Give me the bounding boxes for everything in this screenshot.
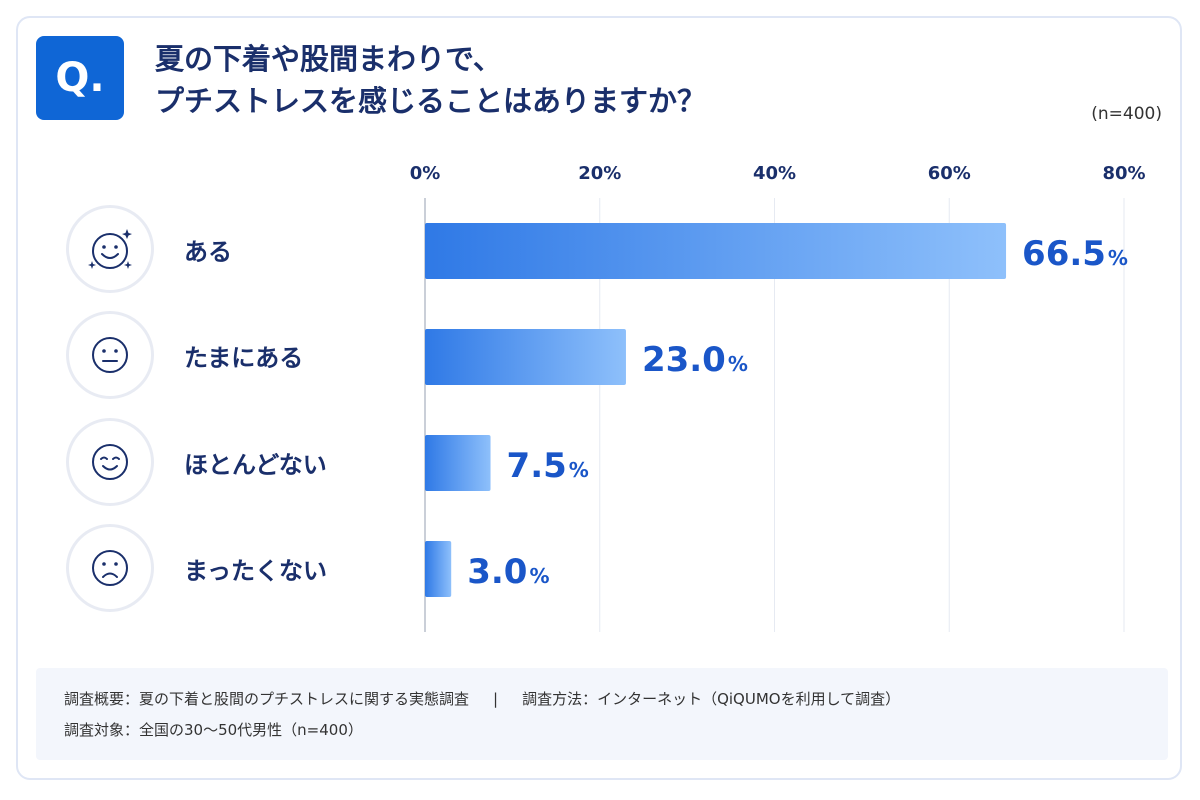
survey-card	[16, 16, 1182, 780]
neutral-face-icon	[66, 311, 154, 399]
note-separator: |	[493, 690, 499, 708]
category-label-1: たまにある	[184, 344, 304, 372]
smile-face-icon	[66, 418, 154, 506]
bar-2	[425, 435, 491, 491]
tick-label-40: 40%	[753, 163, 796, 184]
category-label-0: ある	[184, 238, 232, 266]
bar-1	[425, 329, 626, 385]
question-line-2: プチストレスを感じることはありますか？	[155, 84, 707, 118]
tick-label-80: 80%	[1102, 163, 1145, 184]
value-label-1: 23.0%	[642, 340, 748, 380]
sad-face-icon	[66, 524, 154, 612]
bar-3	[425, 541, 452, 597]
tick-label-60: 60%	[928, 163, 971, 184]
smile-sparkle-icon	[66, 205, 154, 293]
tick-label-20: 20%	[578, 163, 621, 184]
value-label-3: 3.0%	[467, 552, 549, 592]
survey-overview: 調査概要：夏の下着と股間のプチストレスに関する実態調査	[64, 690, 470, 708]
survey-notes: 調査概要：夏の下着と股間のプチストレスに関する実態調査 | 調査方法：インターネット…	[36, 668, 1168, 760]
survey-target: 調査対象：全国の30〜50代男性（n=400）	[64, 721, 363, 739]
question-title: 夏の下着や股間まわりで、 プチストレスを感じることはありますか？	[155, 38, 706, 122]
question-badge: Q.	[36, 36, 124, 120]
sample-size: (n=400)	[1091, 104, 1162, 124]
category-label-2: ほとんどない	[184, 451, 327, 479]
value-label-0: 66.5%	[1022, 234, 1128, 274]
value-label-2: 7.5%	[507, 446, 589, 486]
tick-label-0: 0%	[410, 163, 441, 184]
survey-method: 調査方法：インターネット（QiQUMOを利用して調査）	[522, 690, 901, 708]
category-label-3: まったくない	[184, 557, 328, 585]
bar-0	[425, 223, 1007, 279]
question-line-1: 夏の下着や股間まわりで、	[155, 42, 502, 76]
